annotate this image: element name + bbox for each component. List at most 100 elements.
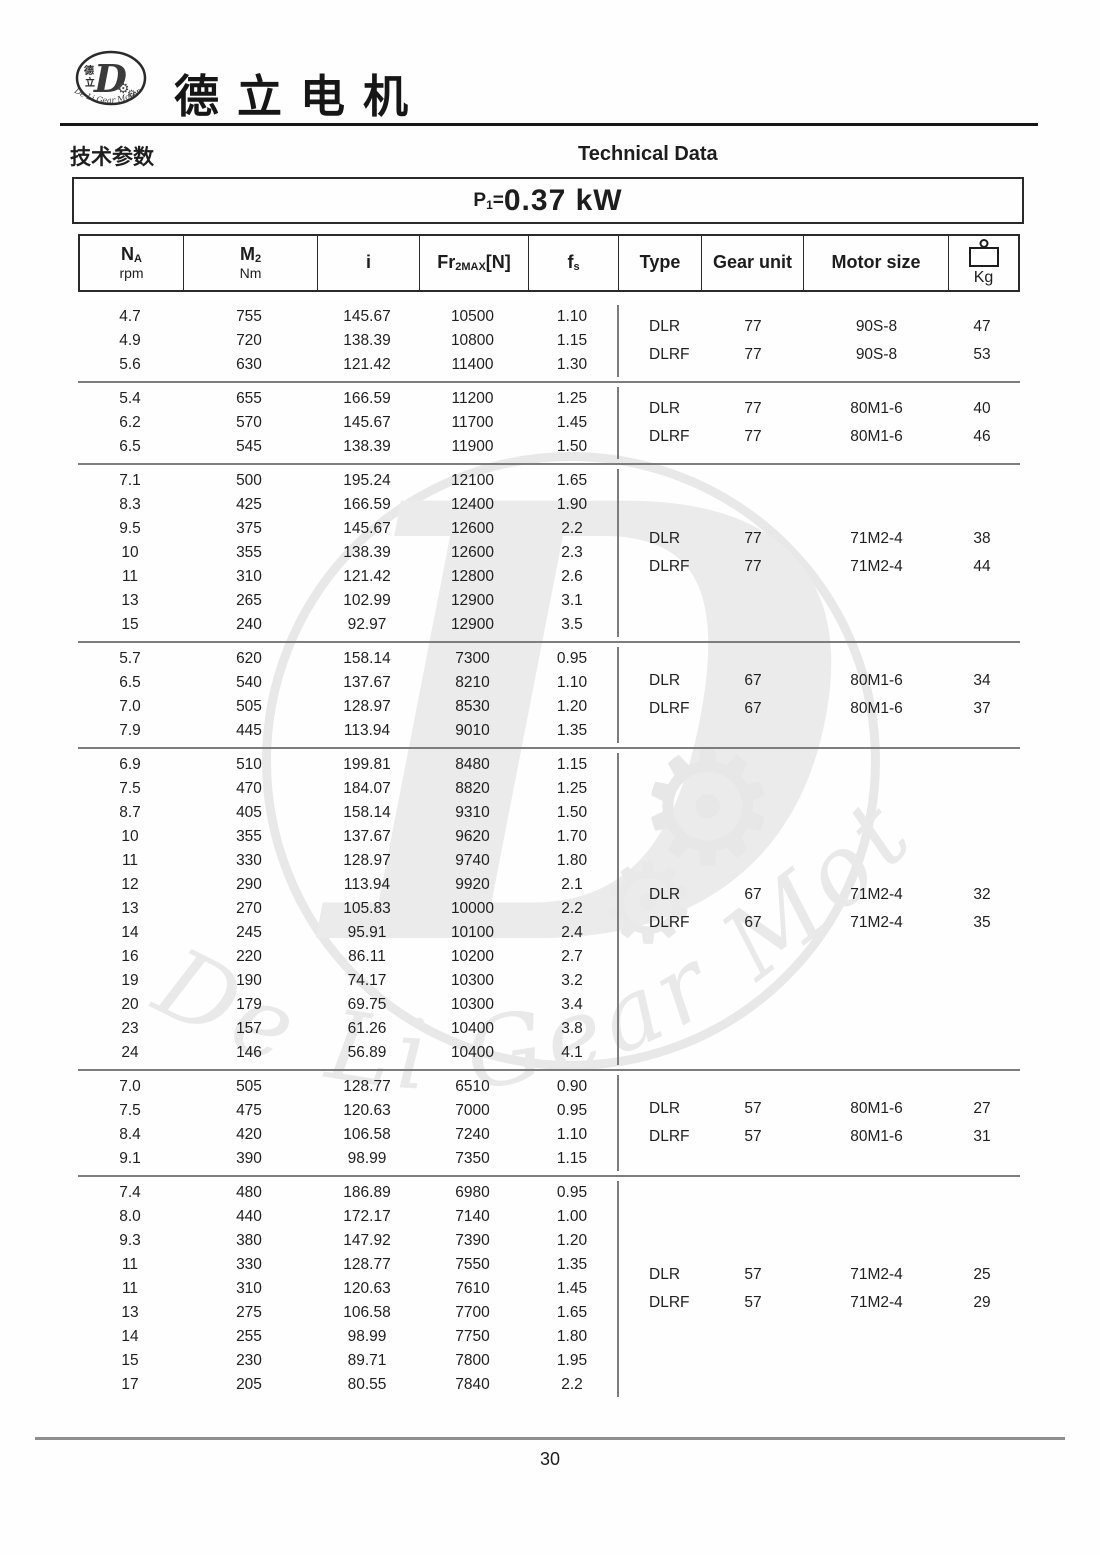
fs-value: 2.2 xyxy=(561,520,583,537)
gear-unit-cell: 57 xyxy=(744,1100,762,1117)
na-value: 14 xyxy=(121,1328,139,1345)
ratio-value: 80.55 xyxy=(347,1376,387,1393)
motor-size-cell: 71M2-4 xyxy=(850,914,903,931)
variant-row: DLR 67 71M2-4 32 xyxy=(619,883,1018,908)
fr2max-value: 12900 xyxy=(450,592,495,609)
na-value: 5.4 xyxy=(119,390,141,407)
fs-value: 2.2 xyxy=(561,900,583,917)
variant-row: DLRF 57 71M2-4 29 xyxy=(619,1291,1018,1316)
variant-row: DLR 77 80M1-6 40 xyxy=(619,397,1018,422)
brand-name: 德立电机 xyxy=(174,70,427,123)
ratio-value: 121.42 xyxy=(343,356,391,373)
m2-value: 545 xyxy=(236,438,262,455)
table-row: 10 355 138.39 12600 2.3 xyxy=(78,541,617,565)
table-row: 6.5 545 138.39 11900 1.50 xyxy=(78,435,617,459)
fs-value: 1.10 xyxy=(556,308,588,325)
fr2max-value: 7300 xyxy=(455,650,490,667)
fs-value: 1.90 xyxy=(556,496,588,513)
table-row: 6.9 510 199.81 8480 1.15 xyxy=(78,753,617,777)
fr2max-value: 6980 xyxy=(455,1184,490,1201)
na-value: 15 xyxy=(121,1352,139,1369)
fs-value: 1.10 xyxy=(556,674,588,691)
spec-block: 7.4 480 186.89 6980 0.95 8.0 440 172.17 7140 1.00… xyxy=(78,1177,1020,1401)
fr2max-value: 9920 xyxy=(455,876,490,893)
ratio-value: 56.89 xyxy=(347,1044,387,1061)
gear-unit-cell: 67 xyxy=(744,700,762,717)
na-value: 9.5 xyxy=(119,520,141,537)
ratio-value: 120.63 xyxy=(343,1102,391,1119)
motor-size-cell: 71M2-4 xyxy=(850,530,903,547)
table-row: 10 355 137.67 9620 1.70 xyxy=(78,825,617,849)
na-value: 20 xyxy=(121,996,139,1013)
m2-value: 505 xyxy=(236,698,262,715)
fr2max-value: 12600 xyxy=(450,520,495,537)
fr2max-value: 11400 xyxy=(451,356,494,373)
variant-group: DLR 67 80M1-6 34 DLRF 67 80M1-6 37 xyxy=(617,647,1018,743)
gear-unit-cell: 57 xyxy=(744,1266,762,1283)
fs-value: 0.95 xyxy=(556,1102,588,1119)
fs-value: 1.80 xyxy=(556,1328,588,1345)
table-row: 5.6 630 121.42 11400 1.30 xyxy=(78,353,617,377)
na-value: 8.4 xyxy=(119,1126,141,1143)
fs-value: 1.95 xyxy=(556,1352,588,1369)
na-value: 7.0 xyxy=(119,698,141,715)
na-value: 15 xyxy=(121,616,139,633)
type-cell: DLRF xyxy=(649,346,690,363)
m2-value: 630 xyxy=(236,356,262,373)
ratio-value: 184.07 xyxy=(343,780,391,797)
ratio-value: 102.99 xyxy=(343,592,391,609)
ratio-value: 98.99 xyxy=(347,1150,387,1167)
variant-row: DLR 77 90S-8 47 xyxy=(619,315,1018,340)
table-row: 11 310 121.42 12800 2.6 xyxy=(78,565,617,589)
fs-value: 2.4 xyxy=(561,924,583,941)
na-value: 17 xyxy=(121,1376,139,1393)
power-symbol: P1= xyxy=(473,189,504,212)
ratio-value: 158.14 xyxy=(343,804,391,821)
m2-value: 540 xyxy=(236,674,262,691)
power-value: 0.37 kW xyxy=(503,183,623,217)
fs-value: 4.1 xyxy=(561,1044,583,1061)
table-row: 14 245 95.91 10100 2.4 xyxy=(78,921,617,945)
spec-rows: 5.4 655 166.59 11200 1.25 6.2 570 145.67 11700 1.… xyxy=(78,387,617,459)
fs-value: 1.00 xyxy=(556,1208,588,1225)
motor-size-cell: 90S-8 xyxy=(855,318,898,335)
m2-value: 620 xyxy=(236,650,262,667)
m2-value: 480 xyxy=(236,1184,262,1201)
na-value: 10 xyxy=(121,828,139,845)
table-row: 4.7 755 145.67 10500 1.10 xyxy=(78,305,617,329)
svg-text:立: 立 xyxy=(85,76,95,89)
na-value: 19 xyxy=(121,972,139,989)
na-value: 13 xyxy=(121,900,139,917)
m2-value: 420 xyxy=(236,1126,262,1143)
fs-value: 1.15 xyxy=(556,756,588,773)
table-row: 15 230 89.71 7800 1.95 xyxy=(78,1349,617,1373)
ratio-value: 147.92 xyxy=(343,1232,391,1249)
ratio-value: 113.94 xyxy=(343,722,391,739)
type-cell: DLR xyxy=(649,672,681,689)
m2-value: 440 xyxy=(236,1208,262,1225)
type-cell: DLR xyxy=(649,1266,681,1283)
na-value: 6.9 xyxy=(119,756,141,773)
na-value: 13 xyxy=(121,592,139,609)
na-value: 11 xyxy=(121,1280,139,1297)
variant-group: DLR 57 71M2-4 25 DLRF 57 71M2-4 29 xyxy=(617,1181,1018,1397)
fs-value: 1.25 xyxy=(556,390,588,407)
na-value: 4.7 xyxy=(119,308,141,325)
ratio-value: 195.24 xyxy=(343,472,391,489)
na-value: 24 xyxy=(121,1044,139,1061)
motor-size-cell: 80M1-6 xyxy=(850,400,903,417)
variant-row: DLRF 77 90S-8 53 xyxy=(619,343,1018,368)
m2-value: 290 xyxy=(236,876,262,893)
footer-rule xyxy=(35,1437,1065,1440)
na-value: 5.6 xyxy=(119,356,141,373)
weight-cell: 35 xyxy=(973,914,991,931)
m2-value: 330 xyxy=(236,1256,262,1273)
weight-cell: 47 xyxy=(973,318,991,335)
motor-size-cell: 80M1-6 xyxy=(850,428,903,445)
fr2max-value: 12600 xyxy=(450,544,495,561)
ratio-value: 158.14 xyxy=(343,650,391,667)
spec-table-header: NA rpm M2 Nm i Fr2MAX[N] fs Type Gear un… xyxy=(78,234,1020,292)
page-number: 30 xyxy=(539,1449,561,1469)
ratio-value: 128.97 xyxy=(343,852,391,869)
weight-cell: 44 xyxy=(973,558,991,575)
